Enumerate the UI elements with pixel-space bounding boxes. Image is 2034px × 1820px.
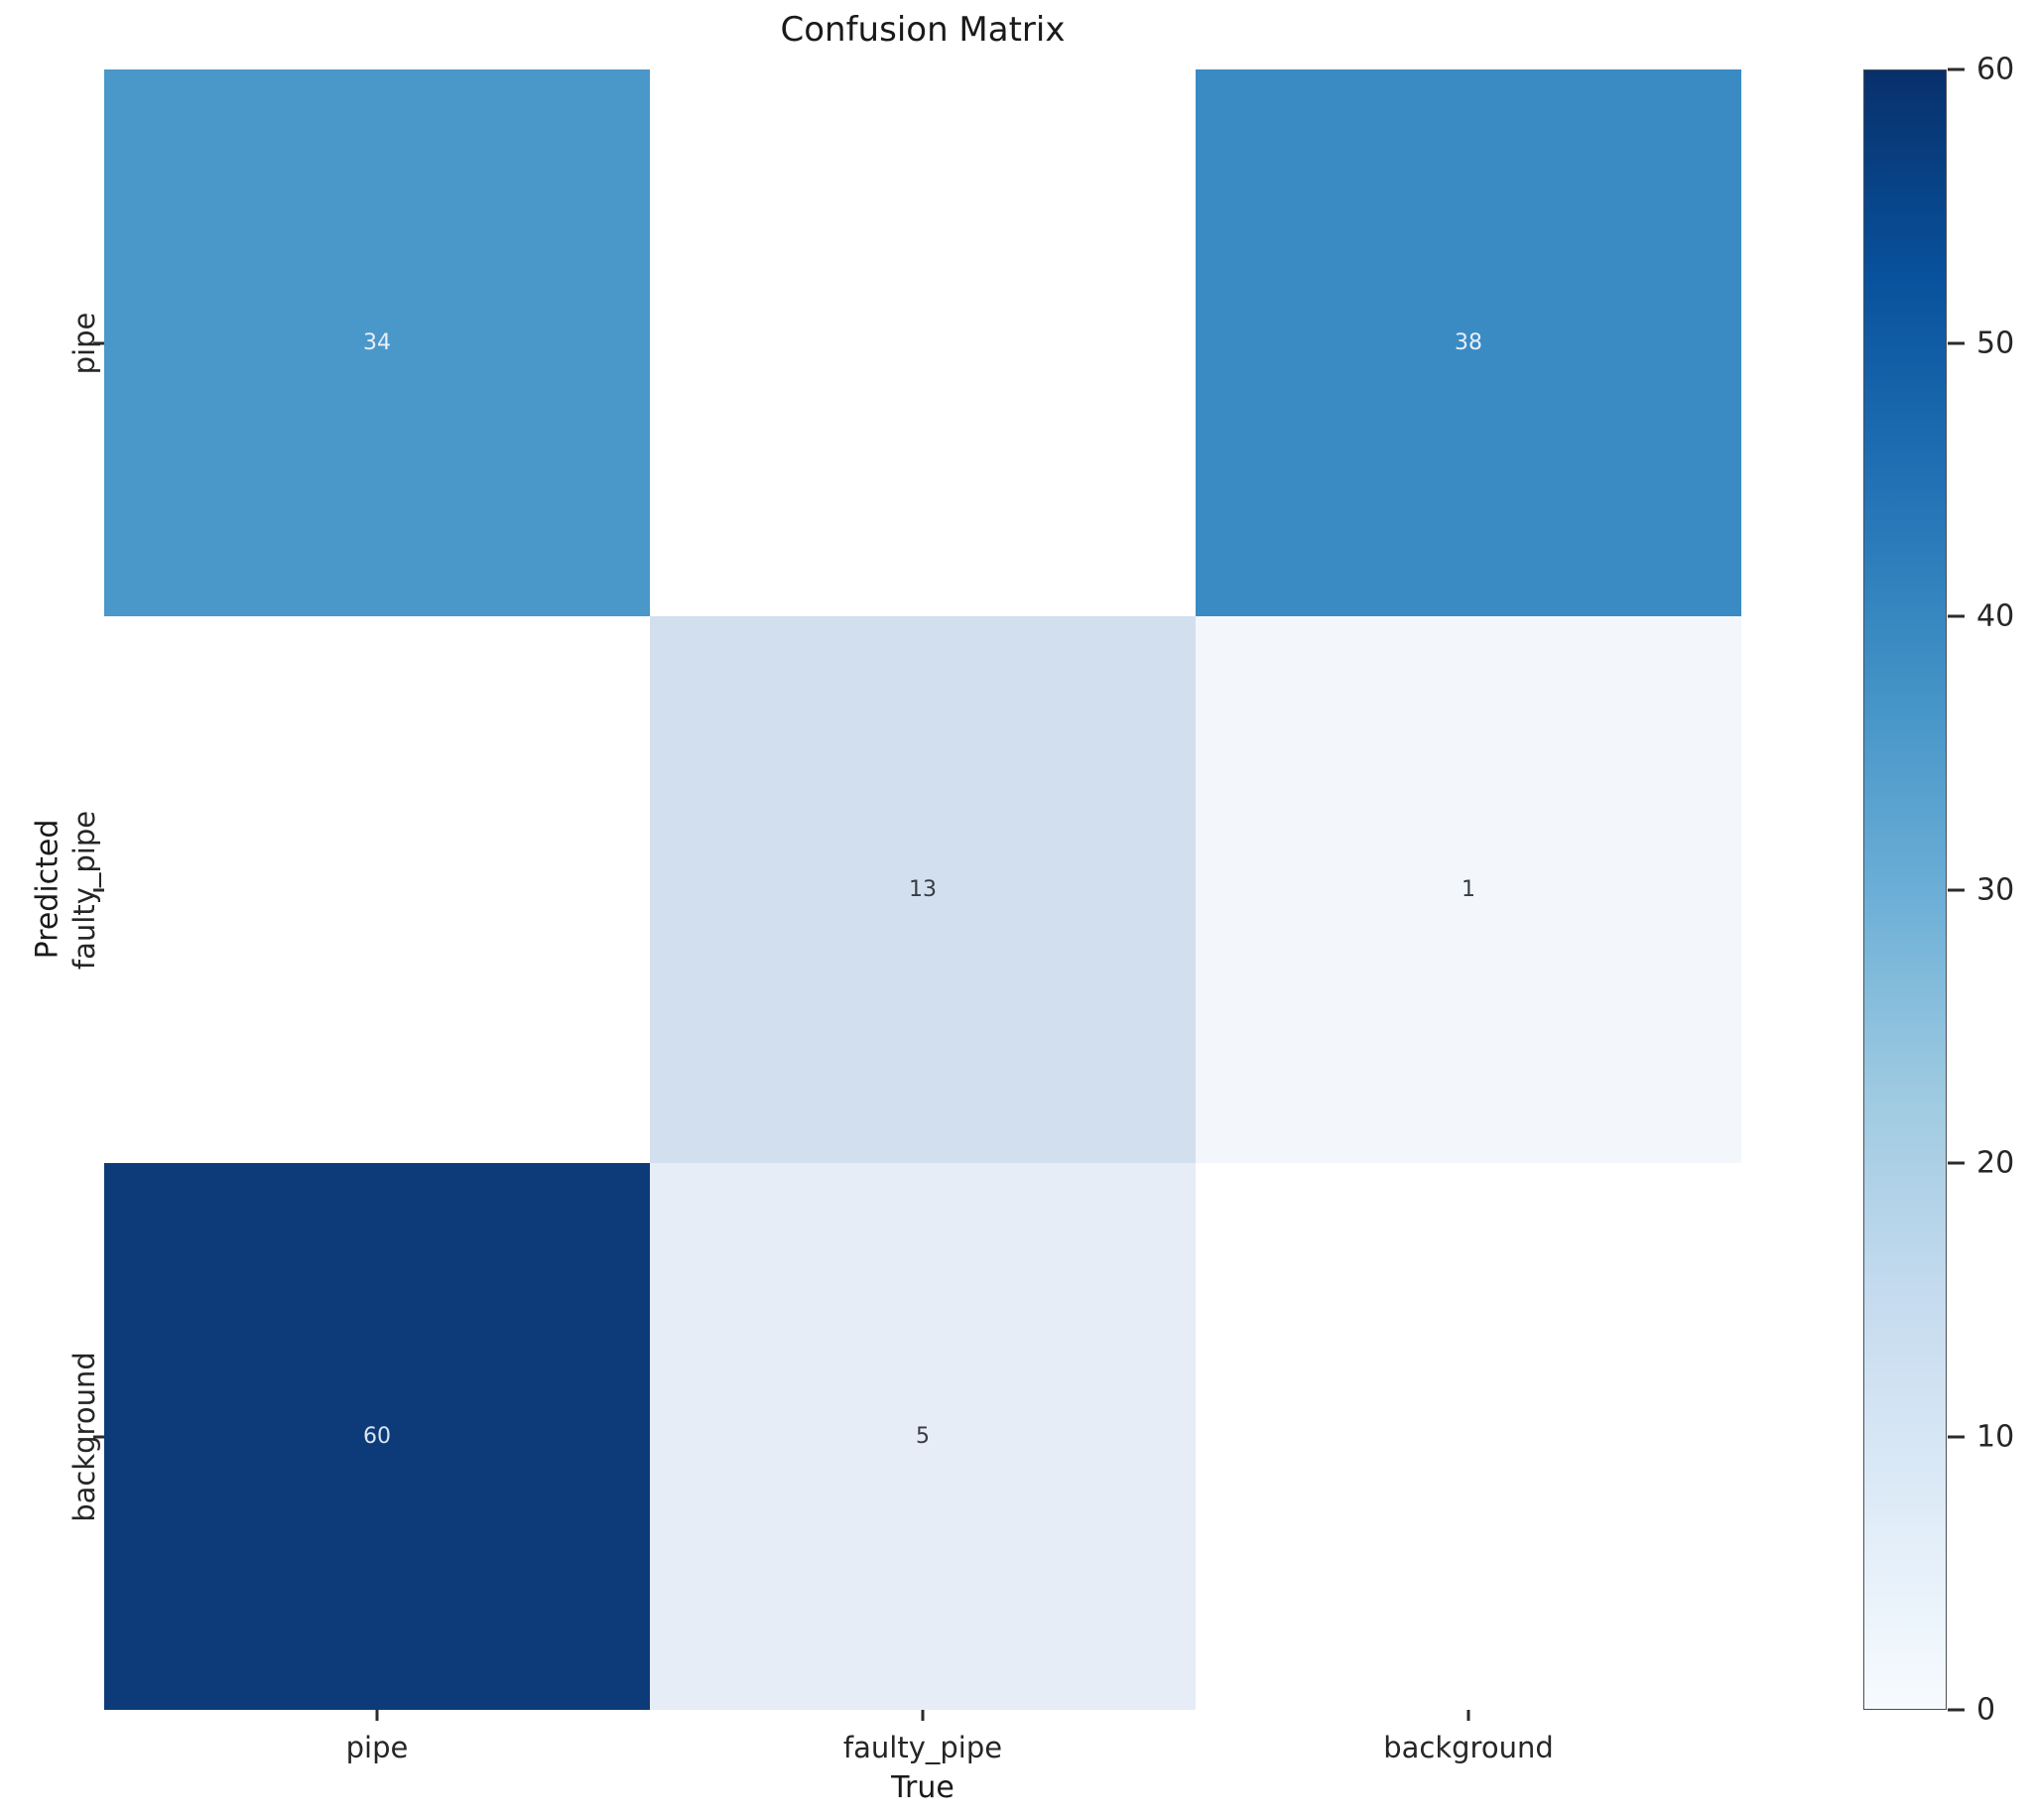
x-tick-label-pipe: pipe — [345, 1731, 409, 1764]
x-tick-mark — [1466, 1710, 1470, 1721]
y-axis-label: Predicted — [30, 819, 65, 960]
colorbar-tick-mark — [1948, 614, 1965, 618]
colorbar-tick-label-10: 10 — [1976, 1419, 2015, 1454]
heatmap-cell-faulty_pipe-pipe — [104, 616, 650, 1163]
colorbar-tick-label-20: 20 — [1976, 1145, 2015, 1181]
colorbar-tick-label-60: 60 — [1976, 52, 2015, 87]
y-tick-mark — [93, 1435, 104, 1438]
x-axis-label: True — [891, 1770, 954, 1805]
x-tick-label-background: background — [1383, 1731, 1554, 1764]
heatmap-cell-background-faulty_pipe: 5 — [650, 1163, 1196, 1710]
colorbar-tick-mark — [1948, 1161, 1965, 1165]
colorbar-tick-label-50: 50 — [1976, 325, 2015, 360]
y-tick-mark — [93, 888, 104, 891]
heatmap-cell-faulty_pipe-faulty_pipe: 13 — [650, 616, 1196, 1163]
colorbar-tick-label-30: 30 — [1976, 872, 2015, 907]
x-tick-mark — [375, 1710, 379, 1721]
colorbar-tick-label-0: 0 — [1976, 1692, 1996, 1728]
colorbar — [1863, 69, 1947, 1710]
heatmap-cell-background-background — [1196, 1163, 1741, 1710]
colorbar-tick-mark — [1948, 1435, 1965, 1438]
y-tick-mark — [93, 341, 104, 344]
colorbar-tick-mark — [1948, 888, 1965, 891]
heatmap-cell-pipe-background: 38 — [1196, 69, 1741, 616]
x-tick-mark — [921, 1710, 925, 1721]
chart-title: Confusion Matrix — [780, 10, 1066, 50]
x-tick-label-faulty_pipe: faulty_pipe — [842, 1731, 1003, 1764]
heatmap-cell-pipe-faulty_pipe — [650, 69, 1196, 616]
colorbar-tick-label-40: 40 — [1976, 598, 2015, 634]
heatmap-grid: 34 38 13 1 60 5 — [104, 69, 1741, 1710]
heatmap-cell-background-pipe: 60 — [104, 1163, 650, 1710]
heatmap-cell-pipe-pipe: 34 — [104, 69, 650, 616]
colorbar-tick-mark — [1948, 67, 1965, 71]
colorbar-tick-mark — [1948, 341, 1965, 344]
colorbar-tick-mark — [1948, 1708, 1965, 1712]
heatmap-cell-faulty_pipe-background: 1 — [1196, 616, 1741, 1163]
